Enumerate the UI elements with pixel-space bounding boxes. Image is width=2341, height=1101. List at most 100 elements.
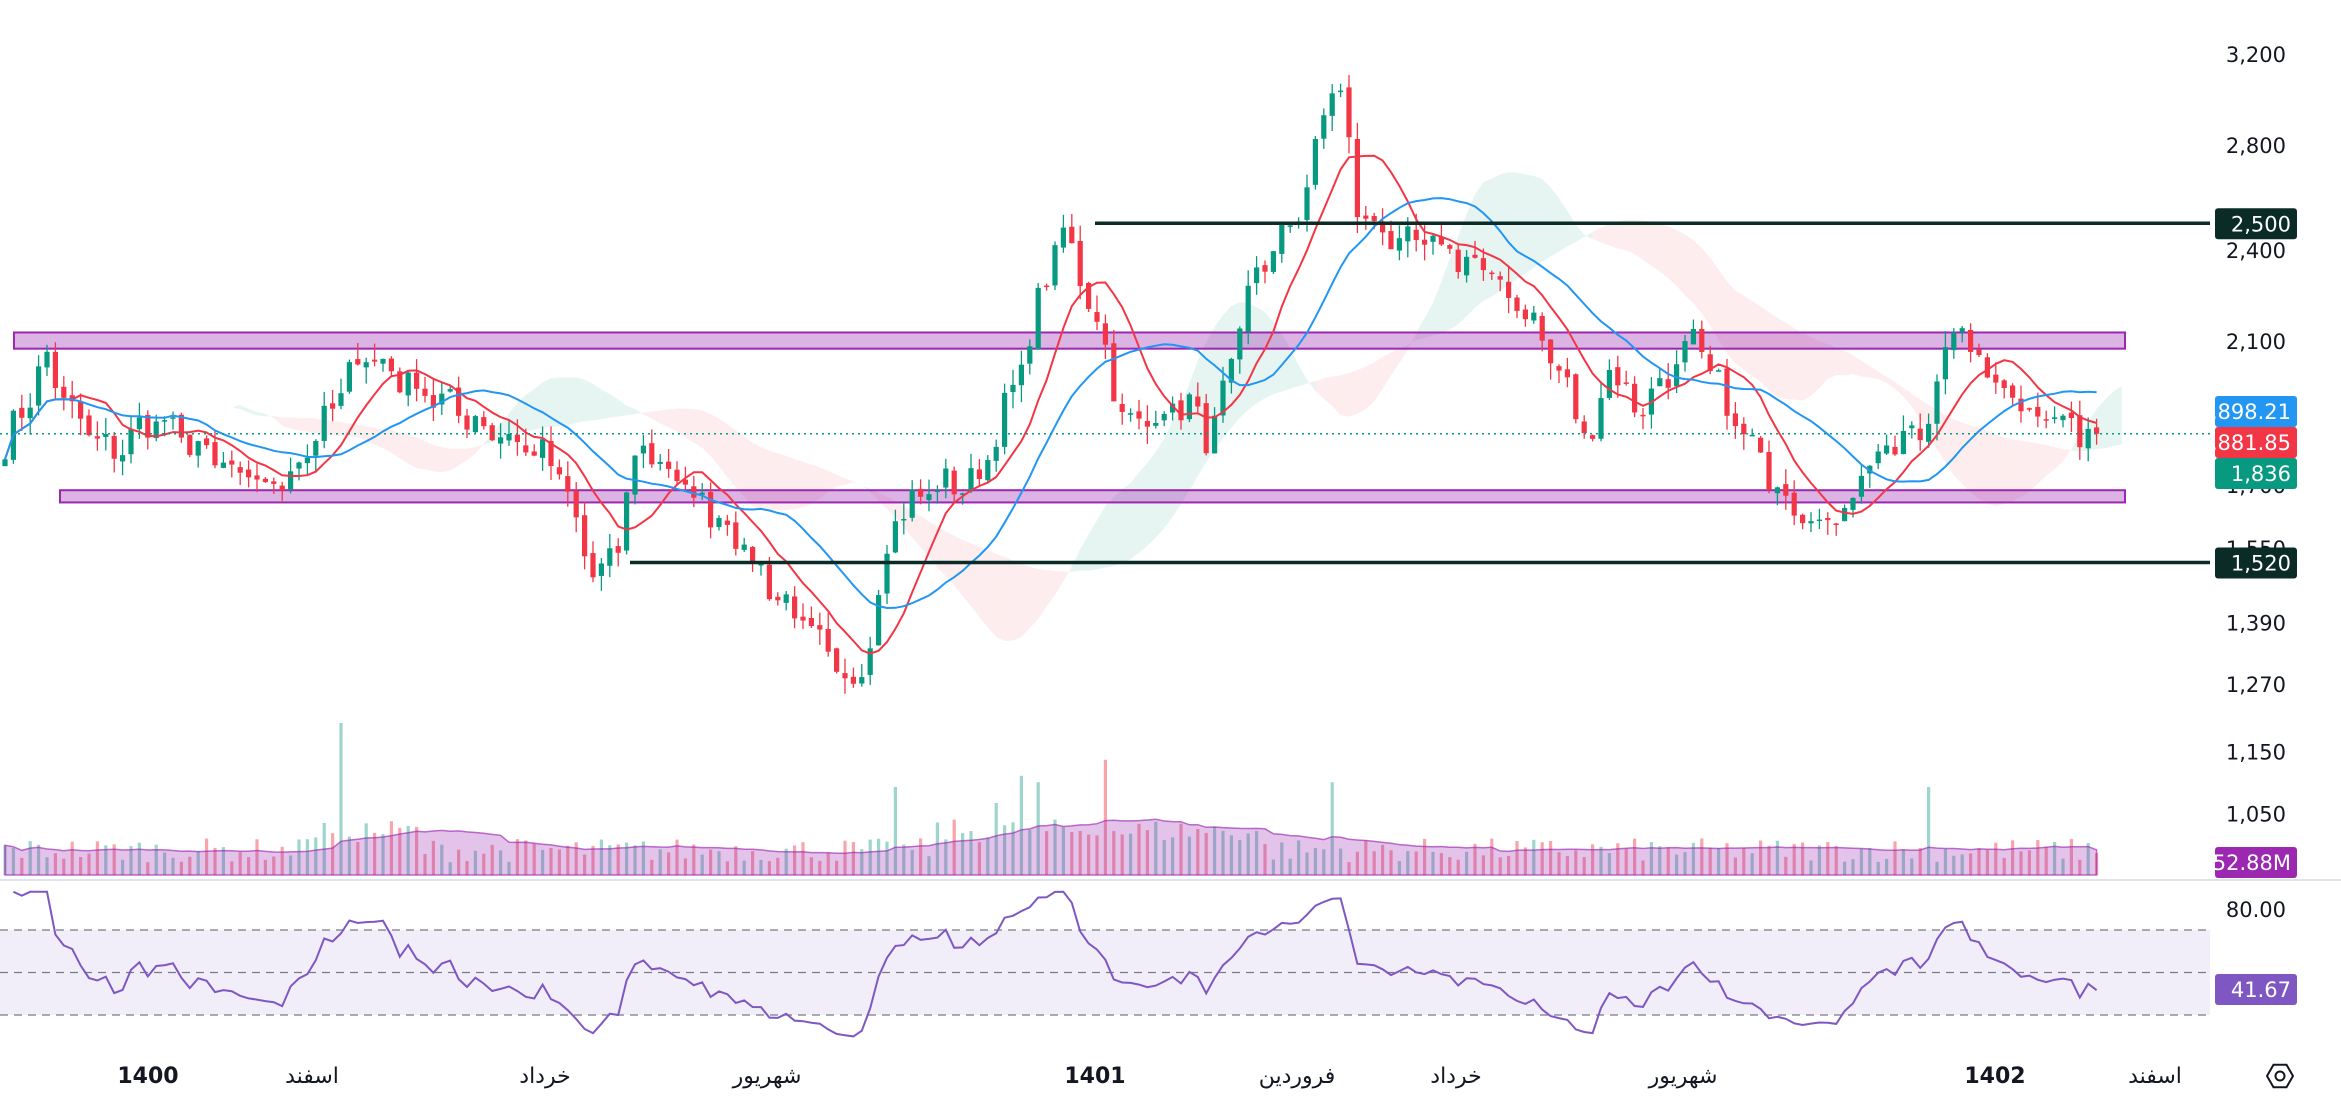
- cloud-segment: [1382, 352, 1391, 389]
- cloud-segment: [668, 408, 677, 432]
- cloud-segment: [1685, 234, 1694, 304]
- candle: [162, 416, 168, 437]
- volume-bar: [944, 839, 948, 875]
- cloud-segment: [240, 405, 249, 413]
- volume-bar: [255, 839, 259, 875]
- volume-bar: [742, 860, 746, 875]
- cloud-segment: [971, 543, 980, 618]
- cloud-segment: [1676, 230, 1685, 296]
- candle: [1741, 417, 1747, 450]
- cloud-segment: [794, 458, 803, 510]
- cloud-segment: [1802, 333, 1811, 401]
- volume-bar: [1456, 859, 1460, 875]
- volume-bar: [868, 839, 872, 875]
- volume-bar: [1767, 845, 1771, 875]
- volume-bar: [1431, 851, 1435, 875]
- volume-bar: [213, 847, 217, 875]
- ma-blue-price-tag: 1,898.21: [2197, 396, 2297, 428]
- candle: [27, 393, 33, 435]
- candle: [296, 461, 302, 481]
- cloud-segment: [677, 408, 686, 438]
- volume-bar: [20, 857, 24, 875]
- svg-text:1,898.21: 1,898.21: [2197, 400, 2291, 424]
- volume-bar: [658, 849, 662, 875]
- volume-bar: [1238, 840, 1242, 875]
- cloud-segment: [1433, 281, 1442, 336]
- cloud-segment: [467, 447, 476, 461]
- cloud-segment: [509, 402, 518, 436]
- candle: [439, 381, 445, 415]
- candle: [1900, 415, 1906, 455]
- volume-bar: [1507, 855, 1511, 875]
- candle: [1094, 295, 1100, 330]
- candle: [909, 480, 915, 522]
- candle: [1783, 469, 1789, 510]
- candle: [1564, 357, 1570, 388]
- volume-bar: [398, 827, 402, 875]
- volume-bar: [1397, 861, 1401, 875]
- volume-bar: [1103, 759, 1107, 875]
- volume-bar: [1347, 862, 1351, 875]
- volume-bar: [2078, 859, 2082, 875]
- volume-bar: [297, 839, 301, 875]
- cloud-segment: [1029, 566, 1039, 628]
- cloud-segment: [1038, 568, 1047, 619]
- candle: [170, 411, 176, 430]
- candle: [1833, 522, 1839, 536]
- cloud-segment: [2054, 446, 2063, 470]
- candle: [708, 482, 714, 539]
- volume-bar: [784, 848, 788, 875]
- candle: [590, 541, 596, 583]
- volume-bar: [835, 860, 839, 875]
- cloud-segment: [836, 474, 845, 487]
- volume-bar: [700, 854, 704, 875]
- last-price-price-tag: 1,836: [2215, 458, 2297, 490]
- chart-settings-button[interactable]: [2265, 1063, 2295, 1089]
- cloud-segment: [383, 429, 392, 453]
- volume-bar: [339, 723, 343, 875]
- candle: [2001, 379, 2007, 399]
- volume-bar: [1078, 831, 1082, 875]
- cloud-segment: [307, 417, 316, 434]
- volume-bar: [692, 844, 696, 875]
- candle: [1136, 399, 1142, 430]
- candle: [556, 459, 562, 480]
- hexagon-settings-icon: [2265, 1063, 2295, 1089]
- candle: [1959, 326, 1965, 343]
- cloud-segment: [920, 515, 929, 558]
- volume-bar: [1725, 843, 1729, 875]
- cloud-segment: [1315, 378, 1324, 399]
- volume-bar: [961, 833, 965, 875]
- volume-bar: [129, 846, 133, 875]
- candle: [1018, 350, 1024, 403]
- candle: [430, 378, 436, 421]
- candle: [691, 475, 697, 508]
- volume-bar: [1263, 844, 1267, 875]
- cloud-segment: [1130, 472, 1139, 560]
- cloud-segment: [1861, 360, 1870, 378]
- volume-bar: [1355, 851, 1359, 875]
- candle: [1144, 405, 1150, 444]
- volume-bar: [205, 838, 209, 875]
- candle: [1321, 108, 1327, 149]
- cloud-segment: [458, 448, 467, 466]
- candle: [666, 448, 672, 478]
- volume-bar: [1389, 850, 1393, 875]
- candle: [1430, 234, 1436, 255]
- candle: [1791, 480, 1797, 526]
- candle: [19, 394, 25, 431]
- cloud-segment: [399, 432, 409, 464]
- candle: [624, 491, 630, 555]
- time-axis-label: خرداد: [1430, 1064, 1481, 1089]
- volume-bar: [1641, 860, 1645, 875]
- candle: [1363, 205, 1369, 230]
- candle: [573, 482, 579, 533]
- volume-bar: [1868, 847, 1872, 875]
- cloud-segment: [1794, 328, 1803, 401]
- cloud-segment: [811, 464, 820, 505]
- cloud-segment: [1659, 223, 1669, 279]
- candle: [1111, 329, 1117, 402]
- candle: [775, 592, 781, 606]
- candle: [321, 391, 327, 449]
